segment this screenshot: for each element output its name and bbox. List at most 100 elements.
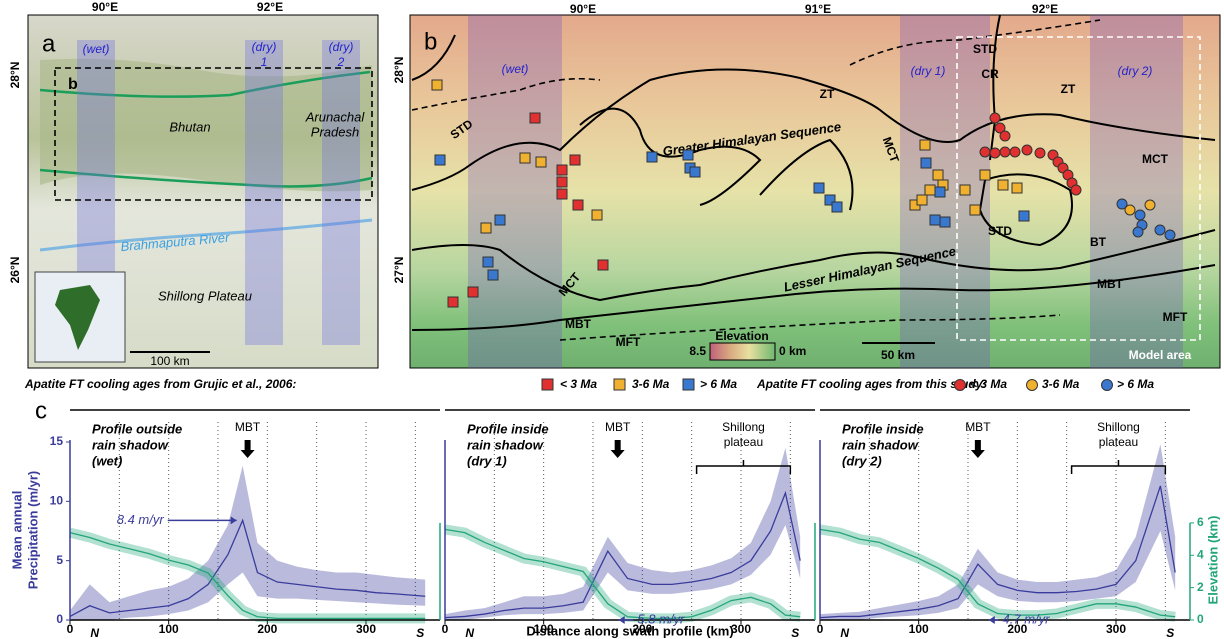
swath xyxy=(322,40,360,345)
sample-study xyxy=(999,146,1011,158)
lon-label: 92°E xyxy=(257,0,283,14)
sample-grujic xyxy=(519,152,531,164)
legend-label: 3-6 Ma xyxy=(1042,377,1080,391)
sample-grujic xyxy=(556,164,568,176)
x-axis-label: Distance along swath profile (km) xyxy=(526,623,733,638)
legend-label: > 6 Ma xyxy=(700,377,737,391)
precip-range xyxy=(70,465,426,620)
scale-label: 100 km xyxy=(150,354,189,368)
panel-label: b xyxy=(424,28,437,55)
end-label: S xyxy=(791,626,799,639)
sample-grujic xyxy=(494,214,506,226)
x-tick-label: 100 xyxy=(909,622,929,636)
sample-study xyxy=(1070,184,1082,196)
sample-study xyxy=(1134,209,1146,221)
elevation-bar xyxy=(709,342,776,361)
sample-grujic xyxy=(535,156,547,168)
legend-title: Elevation xyxy=(715,329,768,343)
lat-label: 28°N xyxy=(8,62,22,89)
sample-grujic xyxy=(467,286,479,298)
sample-grujic xyxy=(431,79,443,91)
x-tick-label: 100 xyxy=(159,622,179,636)
structure-label: BT xyxy=(1090,235,1107,249)
sample-study xyxy=(989,147,1001,159)
panel-label: a xyxy=(42,30,56,57)
border xyxy=(39,70,373,188)
sample-study xyxy=(1154,224,1166,236)
structure-label: CR xyxy=(981,67,999,81)
sample-study xyxy=(999,130,1011,142)
structure-label: ZT xyxy=(820,87,835,101)
legend-title: Apatite FT cooling ages from Grujic et a… xyxy=(24,377,296,391)
legend-symbol xyxy=(1026,379,1038,391)
structure-label: MFT xyxy=(1163,310,1188,324)
river xyxy=(39,218,373,252)
end-label: N xyxy=(840,626,849,639)
fault xyxy=(411,264,1216,331)
india xyxy=(55,285,100,350)
y-tick-label: 15 xyxy=(50,434,64,448)
rate-arrowhead xyxy=(988,616,995,624)
mbt-arrow xyxy=(970,440,985,458)
sample-grujic xyxy=(916,194,928,206)
rate-label: 4.7 m/yr xyxy=(1003,611,1051,626)
sample-grujic xyxy=(813,182,825,194)
sample-grujic xyxy=(1011,182,1023,194)
sample-grujic xyxy=(487,269,499,281)
sample-study xyxy=(1124,204,1136,216)
sample-grujic xyxy=(831,201,843,213)
map-a: 90°E 92°E 28°N 26°N a (wet) (dry) 1 (dry… xyxy=(8,0,379,369)
mbt-arrow xyxy=(610,440,625,458)
plateau-label: plateau xyxy=(724,435,763,449)
x-tick-label: 200 xyxy=(1007,622,1027,636)
precip-line xyxy=(444,490,801,619)
structure-label: ZT xyxy=(1061,82,1076,96)
model-area-box xyxy=(956,36,1201,341)
box-label: b xyxy=(68,76,78,93)
profile-title: rain shadow xyxy=(842,437,919,452)
y-tick-label: 10 xyxy=(50,494,64,508)
structure-label: MBT xyxy=(1097,277,1124,291)
swath-label: 2 xyxy=(337,55,345,69)
sample-study xyxy=(1144,199,1156,211)
swath-label: (wet) xyxy=(83,42,110,56)
legend-symbol xyxy=(954,379,966,391)
legend-symbol xyxy=(682,378,695,391)
structure-label: MCT xyxy=(1142,152,1169,166)
lon-label: 92°E xyxy=(1032,2,1058,16)
lat-label: 28°N xyxy=(392,57,406,84)
precip-range xyxy=(820,444,1176,620)
x-tick-label: 0 xyxy=(442,622,449,636)
y-axis-label: Precipitation (m/yr) xyxy=(25,471,40,589)
swath-label: (dry) xyxy=(329,40,354,54)
lat-label: 26°N xyxy=(8,257,22,284)
sample-grujic xyxy=(969,204,981,216)
sample-grujic xyxy=(682,149,694,161)
plateau-bracket xyxy=(1070,460,1167,474)
sample-grujic xyxy=(929,214,941,226)
profile-title: (wet) xyxy=(92,453,122,468)
profile-title: (dry 1) xyxy=(467,453,507,468)
sample-grujic xyxy=(1018,210,1030,222)
sample-grujic xyxy=(591,209,603,221)
map-b: 90°E 91°E 92°E 28°N 27°N b (wet) (dry 1)… xyxy=(392,2,1221,369)
sample-study xyxy=(1009,146,1021,158)
sample-grujic xyxy=(824,194,836,206)
structure-label: MBT xyxy=(565,317,592,331)
samples xyxy=(431,79,1176,308)
y2-tick-label: 0 xyxy=(1197,612,1204,626)
swath-label: (dry 2) xyxy=(1118,64,1153,78)
sample-grujic xyxy=(920,157,932,169)
fault xyxy=(411,229,1216,302)
x-tick-label: 300 xyxy=(356,622,376,636)
end-label: N xyxy=(465,626,474,639)
x-tick-label: 0 xyxy=(817,622,824,636)
sample-study xyxy=(1164,229,1176,241)
swath xyxy=(1090,15,1183,368)
sample-grujic xyxy=(556,188,568,200)
fault xyxy=(411,34,1216,191)
sample-study xyxy=(1034,147,1046,159)
end-label: N xyxy=(90,626,99,639)
profile-title: rain shadow xyxy=(92,437,169,452)
legend-label: < 3 Ma xyxy=(970,377,1007,391)
